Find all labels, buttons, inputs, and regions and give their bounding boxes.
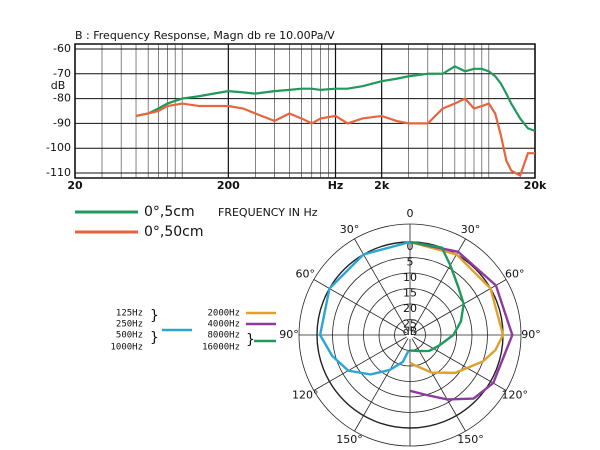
radial-line bbox=[313, 336, 407, 391]
angle-label: 90° bbox=[521, 328, 541, 341]
legend-label: 16000Hz bbox=[202, 343, 240, 353]
radial-line bbox=[313, 279, 407, 334]
polar-line bbox=[409, 240, 514, 401]
angle-label: 120° bbox=[502, 389, 529, 402]
y-tick-label: -60 bbox=[53, 42, 71, 55]
angle-label: 150° bbox=[457, 433, 484, 446]
response-line bbox=[135, 97, 535, 178]
legend-label: 250Hz bbox=[116, 320, 143, 330]
brace: } bbox=[150, 308, 159, 324]
chart-title: B : Frequency Response, Magn db re 10.00… bbox=[75, 29, 335, 42]
radial-line bbox=[354, 238, 409, 332]
legend-label: 500Hz bbox=[116, 331, 143, 341]
legend-label: 2000Hz bbox=[207, 309, 240, 319]
legend-label: 125Hz bbox=[116, 309, 143, 319]
x-tick-label: 20 bbox=[67, 179, 83, 192]
x-tick-label: 2k bbox=[374, 179, 390, 192]
x-tick-label: 200 bbox=[217, 179, 240, 192]
legend-label: 0°,5cm bbox=[144, 204, 195, 220]
response-line bbox=[135, 65, 536, 132]
angle-label: 30° bbox=[340, 223, 360, 236]
brace: } bbox=[150, 330, 159, 346]
radial-line bbox=[411, 338, 466, 432]
angle-label: 120° bbox=[292, 389, 319, 402]
angle-label: 150° bbox=[336, 433, 363, 446]
angle-label: 60° bbox=[295, 268, 315, 281]
x-tick-label: 20k bbox=[524, 179, 547, 192]
y-tick-label: -110 bbox=[46, 166, 71, 179]
angle-label: 90° bbox=[279, 328, 299, 341]
x-tick-label: Hz bbox=[328, 179, 344, 192]
polar-line bbox=[318, 240, 411, 376]
legend-label: 4000Hz bbox=[207, 320, 240, 330]
legend-label: 1000Hz bbox=[110, 343, 143, 353]
polar-line bbox=[409, 240, 465, 353]
y-tick-label: -90 bbox=[53, 116, 71, 129]
y-tick-label: -70 bbox=[53, 67, 71, 80]
angle-label: 0 bbox=[407, 207, 414, 220]
legend-label: 8000Hz bbox=[207, 331, 240, 341]
y-tick-label: -100 bbox=[46, 141, 71, 154]
legend-label: 0°,50cm bbox=[144, 224, 204, 240]
radial-line bbox=[354, 338, 409, 432]
plot-frame bbox=[74, 43, 536, 179]
y-axis-label: dB bbox=[51, 79, 66, 92]
polar-line bbox=[409, 240, 505, 375]
brace: } bbox=[246, 332, 255, 348]
angle-label: 30° bbox=[461, 223, 481, 236]
angle-label: 60° bbox=[505, 268, 525, 281]
y-tick-label: -80 bbox=[53, 92, 71, 105]
radial-line bbox=[413, 336, 507, 391]
x-axis-label: FREQUENCY IN Hz bbox=[218, 206, 318, 219]
